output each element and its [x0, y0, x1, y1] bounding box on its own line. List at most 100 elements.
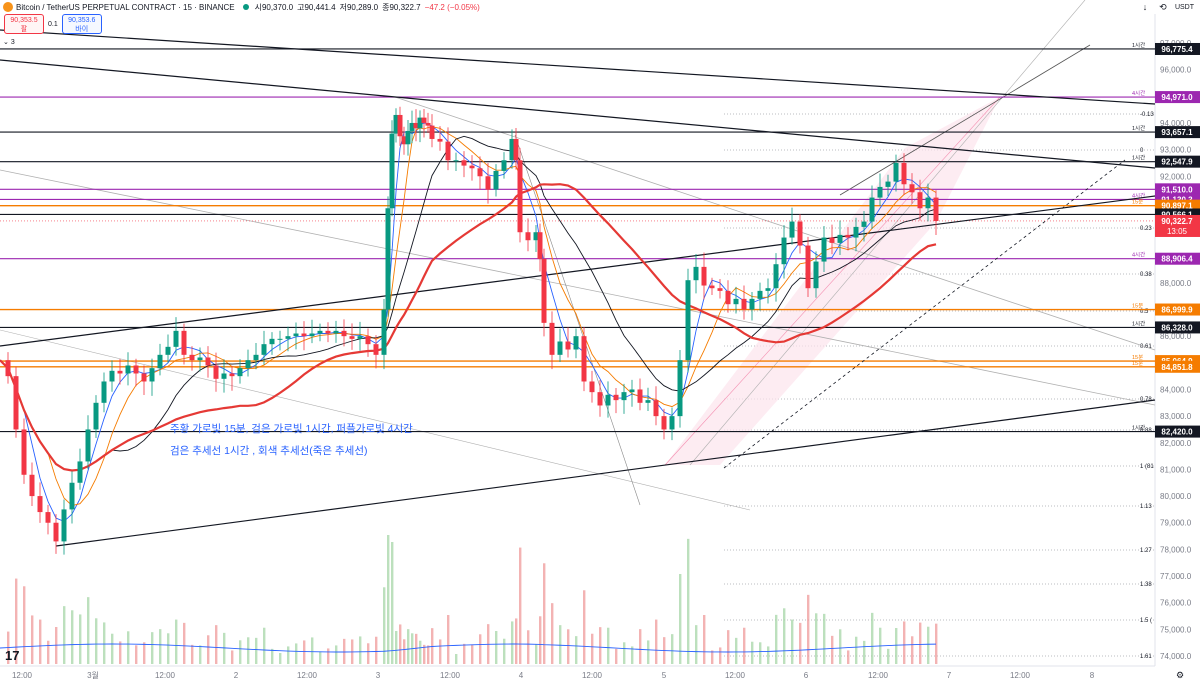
candle-body	[37, 496, 43, 513]
price-level-tag: 1시간	[1132, 154, 1145, 162]
price-level-tag: 15분	[1132, 360, 1143, 367]
volume-bar	[839, 629, 842, 664]
tradingview-logo-icon[interactable]: 17	[5, 648, 20, 663]
volume-bar	[847, 650, 850, 664]
volume-bar	[887, 648, 890, 664]
candle-body	[725, 290, 731, 305]
download-arrow-icon[interactable]: ↓	[1142, 2, 1148, 12]
volume-bar	[655, 619, 658, 664]
candle-body	[693, 266, 699, 281]
y-axis-tick-label: 92,000.0	[1160, 172, 1192, 181]
price-label-bg	[1155, 303, 1200, 316]
volume-bar	[903, 621, 906, 664]
buy-button[interactable]: 90,353.6 바이	[61, 14, 102, 34]
price-label: 82,420.0	[1161, 428, 1193, 437]
candle-body	[861, 221, 867, 227]
candle-body	[909, 184, 915, 193]
fib-level-label: -0.13	[1140, 112, 1154, 118]
indicator-collapse-toggle[interactable]: ⌄ 3	[3, 38, 15, 46]
candle-body	[525, 232, 531, 241]
candle-body	[445, 141, 451, 161]
volume-bar	[871, 612, 874, 664]
candle-body	[325, 330, 331, 334]
ohlc-change: −47.2 (−0.05%)	[424, 2, 480, 12]
candle-body	[93, 402, 99, 430]
volume-bar	[423, 644, 426, 664]
volume-bar	[111, 633, 114, 664]
volume-bar	[367, 643, 370, 664]
sell-button[interactable]: 90,353.5 팔	[4, 14, 44, 34]
ma-slow-line	[0, 135, 937, 471]
candle-body	[765, 288, 771, 291]
bar-countdown: 13:05	[1167, 227, 1188, 236]
sync-icon[interactable]: ⟲	[1159, 1, 1167, 12]
volume-bar	[495, 631, 498, 664]
candle-body	[637, 389, 643, 403]
chevron-down-icon: ⌄	[3, 39, 9, 46]
price-label: 84,851.8	[1161, 363, 1193, 372]
candle-body	[417, 117, 423, 129]
volume-bar	[799, 622, 802, 664]
candle-body	[485, 176, 491, 190]
candle-body	[341, 330, 347, 337]
y-axis-tick-label: 77,000.0	[1160, 572, 1192, 581]
candle-body	[477, 168, 483, 177]
candle-body	[677, 360, 683, 417]
volume-bar	[639, 629, 642, 664]
volume-bar	[767, 646, 770, 664]
y-axis-tick-label: 74,000.0	[1160, 652, 1192, 661]
fib-level-label: 0.38	[1140, 272, 1152, 278]
price-level-tag: 15분	[1132, 354, 1143, 361]
candle-body	[813, 261, 819, 289]
candle-body	[277, 338, 283, 340]
candle-body	[389, 133, 395, 209]
price-level-tag: 15분	[1132, 303, 1143, 310]
y-axis-tick-label: 93,000.0	[1160, 146, 1192, 155]
volume-bar	[167, 633, 170, 664]
candle-body	[189, 354, 195, 361]
candle-body	[629, 389, 635, 393]
volume-bar	[135, 645, 138, 664]
candle-body	[293, 333, 299, 337]
y-axis-tick-label: 84,000.0	[1160, 385, 1192, 394]
candle-body	[125, 365, 131, 374]
volume-bar	[471, 644, 474, 664]
gray-trendline	[839, 44, 1091, 196]
candle-body	[157, 354, 163, 369]
price-label-bg	[1155, 214, 1200, 237]
annotation-line-2[interactable]: 검은 추세선 1시간 , 회색 추세선(죽은 추세선)	[170, 445, 368, 457]
fib-level-label: 1.61	[1140, 654, 1152, 660]
price-level-tag: 15분	[1132, 199, 1143, 206]
fib-level-label: 1 (81	[1140, 464, 1154, 470]
candle-body	[645, 400, 651, 403]
volume-bar	[831, 635, 834, 664]
candle-body	[733, 298, 739, 305]
gear-icon[interactable]: ⚙	[1176, 670, 1185, 680]
candle-body	[385, 208, 391, 310]
volume-bar	[279, 653, 282, 664]
price-label-bg	[1155, 155, 1200, 168]
black-trendline	[0, 59, 1156, 169]
candle-body	[549, 322, 555, 355]
candle-body	[405, 130, 411, 145]
volume-bar	[511, 621, 514, 664]
x-axis-tick-label: 12:00	[582, 671, 603, 680]
candle-body	[429, 125, 435, 139]
x-axis-tick-label: 12:00	[440, 671, 461, 680]
currency-label[interactable]: USDT	[1174, 3, 1194, 11]
candle-body	[613, 394, 619, 401]
volume-bar	[183, 622, 186, 664]
candle-body	[829, 237, 835, 243]
volume-bar	[631, 646, 634, 664]
price-level-tag: 1시간	[1132, 424, 1145, 432]
volume-bar	[719, 647, 722, 664]
price-level-tag: 1시간	[1132, 319, 1145, 327]
channel-edge	[664, 96, 1001, 466]
annotation-line-1[interactable]: 주황 가로빛 15분, 검은 가로빛 1시간, 퍼플가로빛 4시간	[170, 423, 413, 435]
volume-bar	[863, 640, 866, 664]
y-axis-tick-label: 88,000.0	[1160, 279, 1192, 288]
candle-body	[853, 226, 859, 238]
symbol-title[interactable]: Bitcoin / TetherUS PERPETUAL CONTRACT · …	[16, 2, 235, 12]
black-trendline	[0, 29, 1156, 105]
